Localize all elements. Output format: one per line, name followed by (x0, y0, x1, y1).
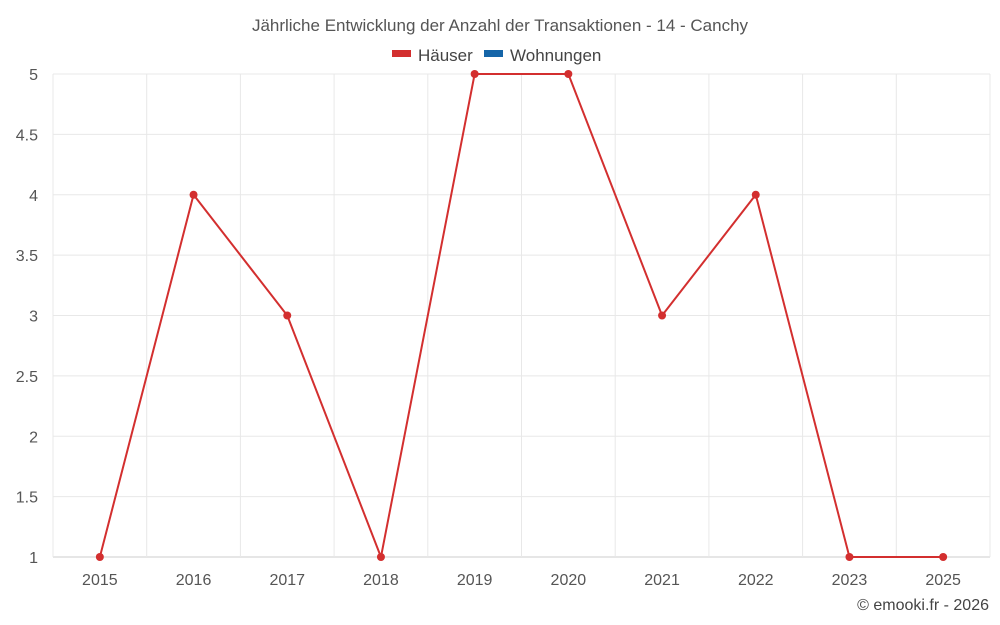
y-tick-label: 5 (29, 67, 38, 84)
data-point[interactable] (658, 311, 667, 320)
x-tick-label: 2025 (925, 572, 961, 589)
x-tick-label: 2022 (738, 572, 774, 589)
legend-swatch-haeuser (392, 50, 411, 57)
data-point[interactable] (845, 553, 854, 561)
legend-label-haeuser[interactable]: Häuser (418, 46, 473, 65)
x-tick-label: 2016 (176, 572, 212, 589)
data-point[interactable] (939, 553, 948, 561)
data-point[interactable] (470, 70, 479, 78)
y-tick-label: 2 (29, 429, 38, 446)
y-tick-label: 3 (29, 309, 38, 326)
y-tick-label: 2.5 (16, 369, 38, 386)
x-tick-label: 2020 (551, 572, 587, 589)
legend: Häuser Wohnungen (392, 46, 601, 65)
x-tick-label: 2021 (644, 572, 680, 589)
data-point[interactable] (95, 553, 104, 561)
y-axis-ticks: 1 1.5 2 2.5 3 3.5 4 4.5 5 (16, 67, 38, 567)
data-point[interactable] (283, 311, 292, 320)
grid (52, 73, 991, 558)
y-tick-label: 1.5 (16, 490, 38, 507)
y-tick-label: 3.5 (16, 248, 38, 265)
data-point[interactable] (751, 190, 760, 199)
y-tick-label: 1 (29, 550, 38, 567)
data-point[interactable] (564, 70, 573, 78)
x-axis-ticks: 2015 2016 2017 2018 2019 2020 2021 2022 2023 2025 (82, 572, 961, 589)
series-haeuser (95, 70, 948, 561)
x-tick-label: 2015 (82, 572, 118, 589)
legend-label-wohnungen[interactable]: Wohnungen (510, 46, 601, 65)
credit-text: © emooki.fr - 2026 (857, 597, 989, 614)
x-tick-label: 2017 (269, 572, 305, 589)
chart-title: Jährliche Entwicklung der Anzahl der Tra… (252, 16, 749, 35)
series-line (98, 73, 944, 561)
data-point[interactable] (189, 190, 198, 199)
legend-swatch-wohnungen (484, 50, 503, 57)
x-tick-label: 2018 (363, 572, 399, 589)
y-tick-label: 4 (29, 188, 38, 205)
x-tick-label: 2019 (457, 572, 493, 589)
y-tick-label: 4.5 (16, 127, 38, 144)
data-point[interactable] (376, 553, 385, 561)
x-tick-label: 2023 (832, 572, 868, 589)
